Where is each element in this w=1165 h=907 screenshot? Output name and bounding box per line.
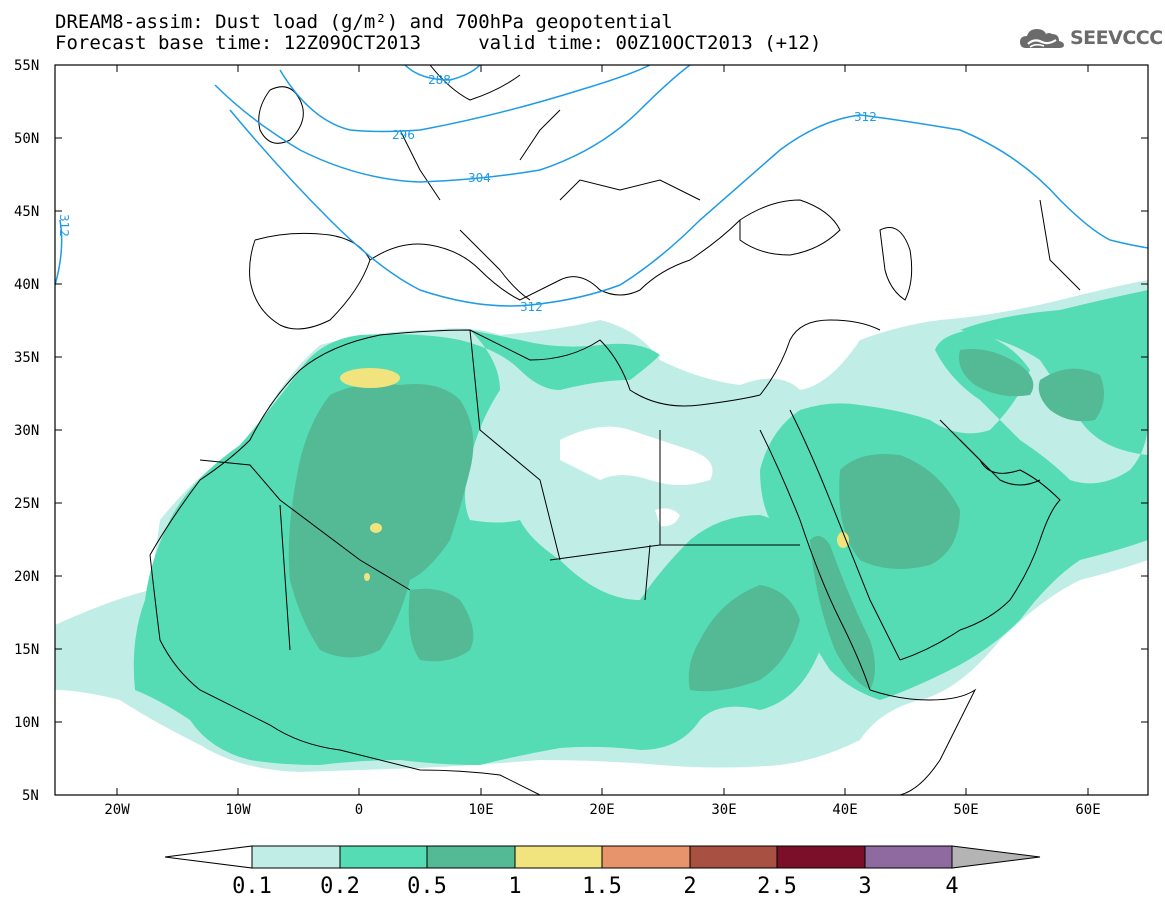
lat-label: 40N <box>14 277 39 293</box>
coastline-europe <box>369 219 741 301</box>
lat-label: 30N <box>14 423 39 439</box>
colorbar-label: 2 <box>683 874 696 899</box>
contour-288 <box>404 65 481 81</box>
coastline-iberia <box>249 232 371 330</box>
coastline-west-africa <box>149 554 541 795</box>
dust-free-area-egypt <box>655 508 680 527</box>
dust-level-2-area-east <box>760 290 1148 700</box>
colorbar-label: 0.1 <box>232 874 272 899</box>
coastline-black-sea <box>739 199 841 256</box>
logo-text: SEEVCCC <box>1070 27 1163 49</box>
colorbar-swatch-7 <box>776 845 866 869</box>
colorbar-label: 4 <box>945 874 958 899</box>
lon-label: 60E <box>1075 802 1100 818</box>
lat-label: 25N <box>14 496 39 512</box>
lat-label: 55N <box>14 58 39 74</box>
dust-level-3-area-sudan <box>688 585 800 692</box>
dust-level-4-area-saudi <box>837 532 849 548</box>
lon-labels: 20W 10W 0 10E 20E 30E 40E 50E 60E <box>104 802 1100 818</box>
coastline-red-sea-east <box>789 409 901 661</box>
lat-label: 5N <box>22 788 39 804</box>
lat-ticks <box>55 64 1148 723</box>
lat-label: 45N <box>14 204 39 220</box>
dust-level-3-area-iran <box>959 349 1034 397</box>
lat-label: 20N <box>14 569 39 585</box>
lon-label: 10E <box>468 802 493 818</box>
contour-312 <box>229 109 1148 307</box>
map-subtitle: Forecast base time: 12Z09OCT2013 valid t… <box>55 32 822 54</box>
seevccc-logo: SEEVCCC <box>1018 24 1163 54</box>
dust-level-4-area-mali2 <box>364 573 370 581</box>
colorbar-swatch-1 <box>251 845 341 869</box>
dust-level-3-area-redsea <box>810 536 875 690</box>
dust-level-4-area-mali <box>370 523 382 533</box>
lon-ticks <box>116 65 1089 795</box>
colorbar-labels: 0.1 0.2 0.5 1 1.5 2 2.5 3 4 <box>232 874 959 899</box>
dust-level-3-area-arabia <box>839 454 960 569</box>
colorbar-label: 0.5 <box>407 874 447 899</box>
lat-label: 50N <box>14 131 39 147</box>
coastline-uk <box>258 86 304 144</box>
colorbar-label: 1.5 <box>582 874 622 899</box>
colorbar-label: 3 <box>858 874 871 899</box>
lat-label: 10N <box>14 715 39 731</box>
coastline-red-sea-west <box>759 429 871 691</box>
cloud-icon <box>1020 29 1064 48</box>
coastline-italy <box>459 229 531 301</box>
contour-296 <box>279 65 651 133</box>
border-lines <box>199 109 1081 651</box>
colorbar-label: 1 <box>508 874 521 899</box>
colorbar-swatch-8 <box>864 845 953 869</box>
map-title: DREAM8-assim: Dust load (g/m²) and 700hP… <box>55 11 673 33</box>
lat-label: 15N <box>14 642 39 658</box>
colorbar <box>164 845 1041 869</box>
lon-label: 20W <box>104 802 130 818</box>
coastline-persian-gulf <box>959 439 1041 486</box>
coastline-nw-africa <box>149 329 761 556</box>
lon-label: 20E <box>589 802 614 818</box>
coastline-arabia <box>899 419 1061 661</box>
colorbar-swatch-6 <box>689 845 778 869</box>
contour-label: 288 <box>428 73 451 87</box>
lon-label: 0 <box>355 802 363 818</box>
contour-label: 304 <box>468 171 491 185</box>
colorbar-swatch-2 <box>339 845 428 869</box>
coastline-caspian <box>879 227 913 301</box>
colorbar-over-arrow <box>951 845 1041 869</box>
dust-level-3-area-sahara <box>288 383 474 658</box>
lon-label: 10W <box>225 802 251 818</box>
lon-label: 40E <box>832 802 857 818</box>
coastline-scandinavia <box>429 65 521 101</box>
coastlines <box>149 65 1081 795</box>
colorbar-swatch-4 <box>514 845 603 869</box>
lat-labels: 55N 50N 45N 40N 35N 30N 25N 20N 15N 10N … <box>14 58 39 804</box>
lon-label: 30E <box>711 802 736 818</box>
contour-304 <box>214 65 691 183</box>
colorbar-label: 0.2 <box>320 874 360 899</box>
lat-label: 35N <box>14 350 39 366</box>
contour-label: 296 <box>392 128 415 142</box>
dust-level-3-area-sahel <box>408 588 474 662</box>
contour-label: 312 <box>854 110 877 124</box>
dust-free-area-libya <box>560 426 713 485</box>
coastline-levant <box>759 319 881 396</box>
colorbar-swatch-3 <box>426 845 516 869</box>
colorbar-label: 2.5 <box>757 874 797 899</box>
lon-label: 50E <box>953 802 978 818</box>
dust-level-4-area-algeria <box>340 368 400 388</box>
contour-label: 312 <box>520 300 543 314</box>
contour-312-left <box>55 219 63 286</box>
geopotential-contours <box>55 65 1148 307</box>
dust-field <box>55 280 1148 772</box>
dust-level-2-area-west <box>133 330 820 765</box>
colorbar-swatch-5 <box>601 845 691 869</box>
dust-level-3-area-east <box>1038 368 1104 422</box>
coastline-horn-of-africa <box>869 688 977 795</box>
colorbar-under-arrow <box>164 845 253 869</box>
contour-label: 312 <box>57 214 71 237</box>
